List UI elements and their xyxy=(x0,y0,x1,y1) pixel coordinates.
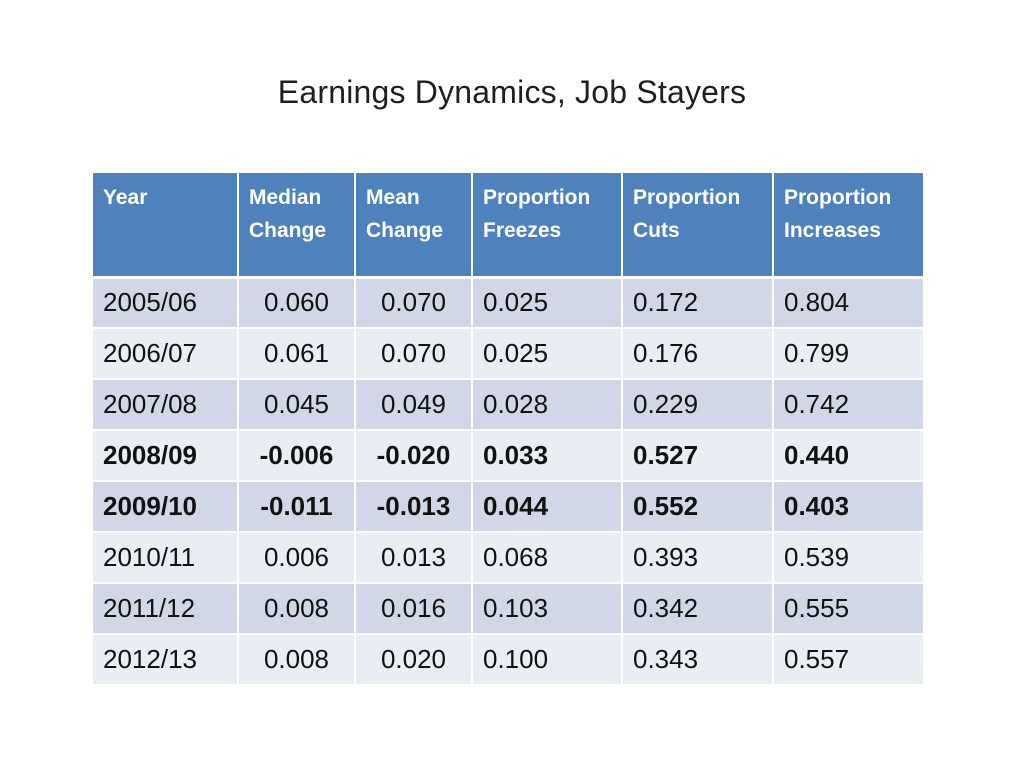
table-row: 2008/09 -0.006 -0.020 0.033 0.527 0.440 xyxy=(93,430,923,482)
cell-median-change: 0.045 xyxy=(238,379,356,431)
cell-mean-change: 0.013 xyxy=(355,532,473,584)
cell-year: 2005/06 xyxy=(93,277,239,329)
cell-mean-change: -0.013 xyxy=(355,481,473,533)
cell-year: 2011/12 xyxy=(93,583,239,635)
header-proportion-freezes: Proportion Freezes xyxy=(472,173,623,279)
cell-proportion-freezes: 0.103 xyxy=(472,583,623,635)
slide-title: Earnings Dynamics, Job Stayers xyxy=(277,74,747,110)
cell-mean-change: -0.020 xyxy=(355,430,473,482)
cell-proportion-increases: 0.555 xyxy=(773,583,923,635)
cell-median-change: 0.060 xyxy=(238,277,356,329)
cell-mean-change: 0.016 xyxy=(355,583,473,635)
cell-year: 2009/10 xyxy=(93,481,239,533)
cell-proportion-cuts: 0.527 xyxy=(622,430,774,482)
cell-mean-change: 0.020 xyxy=(355,634,473,686)
table-body: 2005/06 0.060 0.070 0.025 0.172 0.804 2006/07 0… xyxy=(93,277,923,686)
cell-proportion-freezes: 0.068 xyxy=(472,532,623,584)
cell-median-change: -0.006 xyxy=(238,430,356,482)
cell-proportion-freezes: 0.028 xyxy=(472,379,623,431)
cell-proportion-increases: 0.440 xyxy=(773,430,923,482)
cell-proportion-freezes: 0.100 xyxy=(472,634,623,686)
cell-proportion-cuts: 0.552 xyxy=(622,481,774,533)
cell-year: 2006/07 xyxy=(93,328,239,380)
header-row: Year Median Change Mean Change Proportion F… xyxy=(93,173,923,279)
cell-proportion-freezes: 0.025 xyxy=(472,277,623,329)
cell-proportion-increases: 0.799 xyxy=(773,328,923,380)
cell-median-change: 0.008 xyxy=(238,634,356,686)
cell-proportion-cuts: 0.172 xyxy=(622,277,774,329)
cell-proportion-increases: 0.742 xyxy=(773,379,923,431)
cell-proportion-cuts: 0.342 xyxy=(622,583,774,635)
table-row: 2011/12 0.008 0.016 0.103 0.342 0.555 xyxy=(93,583,923,635)
cell-median-change: 0.061 xyxy=(238,328,356,380)
table-row: 2007/08 0.045 0.049 0.028 0.229 0.742 xyxy=(93,379,923,431)
cell-proportion-freezes: 0.044 xyxy=(472,481,623,533)
cell-year: 2008/09 xyxy=(93,430,239,482)
cell-proportion-cuts: 0.393 xyxy=(622,532,774,584)
cell-proportion-cuts: 0.176 xyxy=(622,328,774,380)
header-median-change: Median Change xyxy=(238,173,356,279)
cell-median-change: -0.011 xyxy=(238,481,356,533)
header-mean-change: Mean Change xyxy=(355,173,473,279)
cell-median-change: 0.006 xyxy=(238,532,356,584)
table-row: 2005/06 0.060 0.070 0.025 0.172 0.804 xyxy=(93,277,923,329)
table-row: 2012/13 0.008 0.020 0.100 0.343 0.557 xyxy=(93,634,923,686)
cell-proportion-freezes: 0.025 xyxy=(472,328,623,380)
table-row: 2009/10 -0.011 -0.013 0.044 0.552 0.403 xyxy=(93,481,923,533)
cell-mean-change: 0.070 xyxy=(355,277,473,329)
cell-median-change: 0.008 xyxy=(238,583,356,635)
cell-mean-change: 0.070 xyxy=(355,328,473,380)
header-year: Year xyxy=(93,173,239,279)
cell-year: 2012/13 xyxy=(93,634,239,686)
cell-proportion-increases: 0.804 xyxy=(773,277,923,329)
cell-proportion-increases: 0.539 xyxy=(773,532,923,584)
cell-year: 2007/08 xyxy=(93,379,239,431)
cell-proportion-cuts: 0.343 xyxy=(622,634,774,686)
header-proportion-cuts: Proportion Cuts xyxy=(622,173,774,279)
cell-proportion-cuts: 0.229 xyxy=(622,379,774,431)
table-row: 2010/11 0.006 0.013 0.068 0.393 0.539 xyxy=(93,532,923,584)
cell-mean-change: 0.049 xyxy=(355,379,473,431)
cell-proportion-increases: 0.403 xyxy=(773,481,923,533)
earnings-table: Year Median Change Mean Change Proportion F… xyxy=(93,173,923,686)
table-row: 2006/07 0.061 0.070 0.025 0.176 0.799 xyxy=(93,328,923,380)
cell-proportion-increases: 0.557 xyxy=(773,634,923,686)
header-proportion-increases: Proportion Increases xyxy=(773,173,923,279)
cell-proportion-freezes: 0.033 xyxy=(472,430,623,482)
cell-year: 2010/11 xyxy=(93,532,239,584)
